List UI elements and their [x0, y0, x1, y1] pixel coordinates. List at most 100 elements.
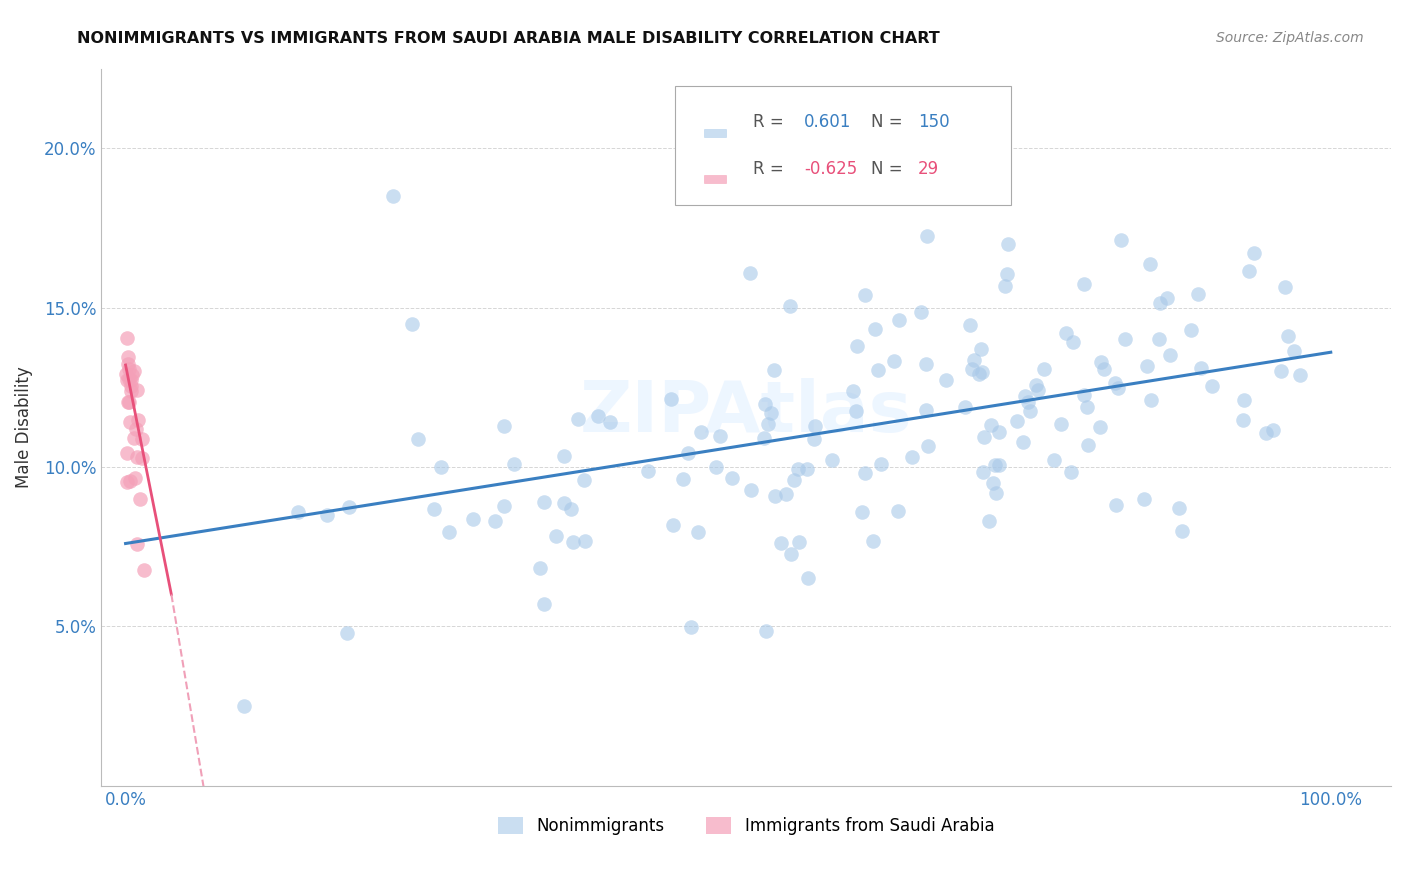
Point — [1168, 500, 1191, 515]
FancyBboxPatch shape — [703, 175, 727, 183]
Point — [887, 504, 910, 518]
Point — [887, 312, 910, 326]
Point — [117, 357, 139, 371]
Point — [503, 457, 526, 471]
Point — [915, 228, 938, 243]
Point — [959, 318, 981, 333]
Point — [533, 597, 555, 611]
Point — [118, 474, 141, 488]
Point — [121, 368, 143, 383]
Point — [970, 366, 993, 380]
Point — [492, 500, 515, 514]
Point — [406, 432, 429, 446]
Point — [676, 446, 699, 460]
Point — [287, 505, 309, 519]
Point — [117, 350, 139, 364]
Text: N =: N = — [872, 160, 903, 178]
Point — [115, 331, 138, 345]
Point — [915, 403, 938, 417]
Point — [122, 363, 145, 377]
Text: 150: 150 — [918, 112, 949, 131]
Point — [775, 487, 797, 501]
Point — [1014, 389, 1036, 403]
Point — [1024, 378, 1046, 392]
Point — [690, 425, 713, 439]
Point — [995, 267, 1018, 281]
Point — [783, 473, 806, 487]
Point — [1237, 264, 1260, 278]
Point — [1140, 392, 1163, 407]
Point — [553, 496, 575, 510]
Point — [1201, 379, 1223, 393]
Point — [709, 429, 731, 443]
Text: Source: ZipAtlas.com: Source: ZipAtlas.com — [1216, 31, 1364, 45]
Point — [382, 189, 405, 203]
Point — [122, 431, 145, 445]
Point — [134, 564, 156, 578]
Point — [120, 379, 142, 393]
Point — [118, 362, 141, 376]
Point — [755, 624, 778, 638]
Point — [127, 413, 149, 427]
Point — [127, 384, 149, 398]
Point — [1076, 400, 1098, 414]
Point — [845, 404, 868, 418]
Point — [533, 494, 555, 508]
Point — [967, 368, 990, 382]
Point — [984, 458, 1007, 472]
Point — [853, 287, 876, 301]
Point — [1256, 426, 1278, 441]
Point — [1133, 491, 1156, 506]
Point — [1159, 348, 1181, 362]
Point — [787, 535, 810, 549]
Point — [1111, 233, 1133, 247]
Point — [970, 342, 993, 356]
Point — [1187, 287, 1209, 301]
Point — [423, 501, 446, 516]
Point — [1233, 393, 1256, 408]
Point — [910, 305, 932, 319]
Point — [430, 460, 453, 475]
Point — [574, 534, 596, 549]
Point — [1054, 326, 1077, 341]
Text: -0.625: -0.625 — [804, 160, 858, 178]
Point — [787, 462, 810, 476]
Point — [599, 415, 621, 429]
Point — [804, 419, 827, 434]
Point — [586, 409, 609, 423]
Point — [115, 475, 138, 490]
Point — [758, 417, 780, 431]
Text: ZIPAtlas: ZIPAtlas — [579, 378, 912, 447]
Point — [821, 453, 844, 467]
Point — [980, 417, 1002, 432]
Point — [740, 483, 762, 497]
Point — [1092, 361, 1115, 376]
Text: NONIMMIGRANTS VS IMMIGRANTS FROM SAUDI ARABIA MALE DISABILITY CORRELATION CHART: NONIMMIGRANTS VS IMMIGRANTS FROM SAUDI A… — [77, 31, 941, 46]
Point — [115, 446, 138, 460]
Point — [769, 536, 792, 550]
Point — [659, 392, 682, 406]
Point — [994, 279, 1017, 293]
Point — [1243, 245, 1265, 260]
Point — [1156, 291, 1178, 305]
Point — [131, 432, 153, 446]
Point — [553, 449, 575, 463]
Point — [437, 525, 460, 540]
Point — [118, 395, 141, 409]
Point — [529, 561, 551, 575]
Point — [484, 514, 506, 528]
Point — [1277, 328, 1299, 343]
Point — [1043, 452, 1066, 467]
Point — [762, 363, 785, 377]
Legend: Nonimmigrants, Immigrants from Saudi Arabia: Nonimmigrants, Immigrants from Saudi Ara… — [498, 817, 994, 835]
Point — [1180, 323, 1202, 337]
Point — [960, 361, 983, 376]
Point — [868, 363, 890, 377]
Point — [851, 505, 873, 519]
Point — [1189, 360, 1212, 375]
Point — [1073, 388, 1095, 402]
Point — [1073, 277, 1095, 292]
Point — [120, 373, 142, 387]
Point — [863, 322, 886, 336]
Point — [1032, 361, 1054, 376]
